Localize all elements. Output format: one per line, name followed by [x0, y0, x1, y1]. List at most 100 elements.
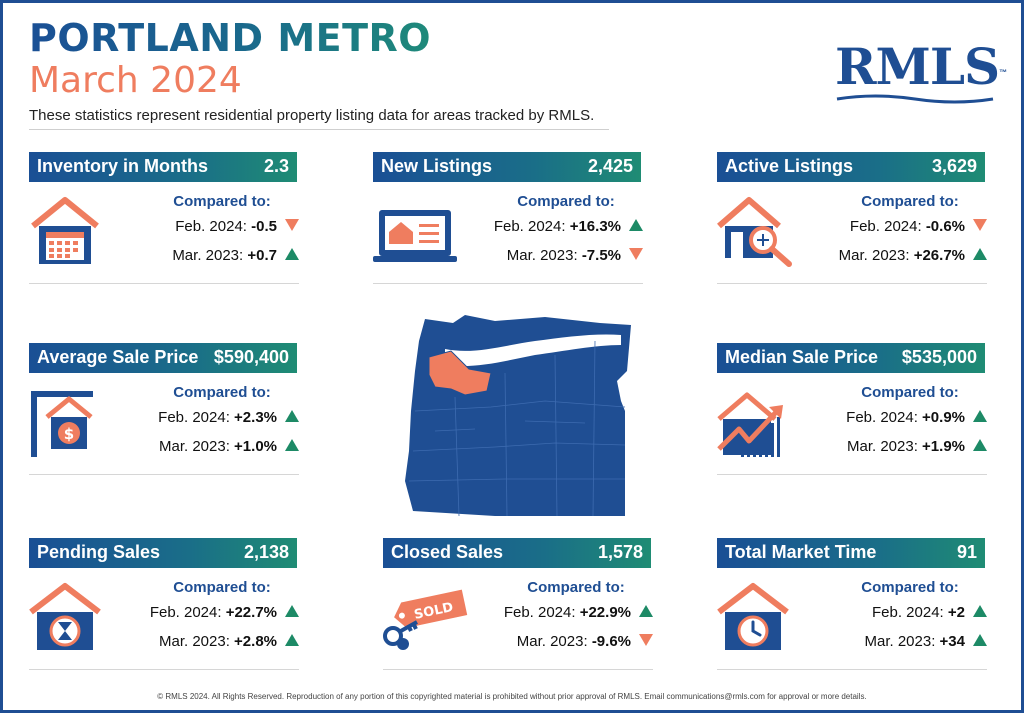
card-inventory: Inventory in Months 2.3 Compared to: Feb…	[29, 152, 299, 292]
sold-tag-keys-icon: SOLD	[383, 589, 468, 650]
feb-label: Feb. 2024:	[175, 218, 247, 235]
trend-up-icon	[285, 248, 299, 261]
card-divider	[29, 669, 299, 670]
card-value: $590,400	[213, 347, 289, 367]
card-divider	[373, 283, 643, 284]
card-average-sale-price: Average Sale Price $590,400 $ Compared t…	[29, 343, 299, 483]
copyright-footer: © RMLS 2024. All Rights Reserved. Reprod…	[157, 692, 867, 701]
trend-up-icon	[973, 634, 987, 647]
feb-label: Feb. 2024:	[149, 604, 222, 621]
trend-up-icon	[973, 605, 987, 618]
compared-title: Compared to:	[173, 193, 271, 210]
card-label: Inventory in Months	[37, 156, 208, 176]
trend-up-icon	[639, 605, 653, 618]
card-label: Average Sale Price	[37, 347, 199, 367]
mar-comparison: Mar. 2023: -9.6%	[473, 633, 653, 650]
card-divider	[29, 474, 299, 475]
mar-value: -7.5%	[581, 247, 621, 264]
feb-label: Feb. 2024:	[846, 409, 918, 426]
card-active-listings: Active Listings 3,629 Compared to: Feb. …	[717, 152, 987, 292]
trend-up-icon	[973, 410, 987, 423]
card-value: 91	[956, 542, 977, 562]
card-label: Active Listings	[725, 156, 854, 176]
feb-value: -0.5	[251, 218, 277, 235]
card-header: Total Market Time 91	[717, 538, 985, 568]
feb-comparison: Feb. 2024: +0.9%	[807, 409, 987, 426]
logo-swoosh-icon	[836, 94, 994, 104]
rmls-logo: RMLS™	[835, 39, 1007, 95]
card-pending-sales: Pending Sales 2,138 Compared to: Feb. 20…	[29, 538, 299, 678]
page-subtitle: March 2024	[29, 60, 242, 101]
mar-label: Mar. 2023:	[506, 247, 578, 264]
feb-value: +2.3%	[234, 409, 277, 426]
card-divider	[717, 283, 987, 284]
card-divider	[29, 283, 299, 284]
card-label: Median Sale Price	[725, 347, 879, 367]
mar-label: Mar. 2023:	[172, 247, 244, 264]
card-label: New Listings	[381, 156, 493, 176]
feb-comparison: Feb. 2024: +22.9%	[473, 604, 653, 621]
feb-comparison: Feb. 2024: -0.5	[119, 218, 299, 235]
mar-label: Mar. 2023:	[838, 247, 910, 264]
card-divider	[717, 474, 987, 475]
trend-up-icon	[629, 219, 643, 232]
trend-down-icon	[639, 634, 653, 647]
card-header: Median Sale Price $535,000	[717, 343, 985, 373]
card-header: Average Sale Price $590,400	[29, 343, 297, 373]
compared-title: Compared to:	[861, 384, 959, 401]
house-calendar-icon	[31, 197, 99, 264]
mar-label: Mar. 2023:	[864, 633, 936, 650]
mar-label: Mar. 2023:	[846, 438, 918, 455]
compared-title: Compared to:	[861, 193, 959, 210]
compared-title: Compared to:	[173, 579, 271, 596]
mar-comparison: Mar. 2023: +26.7%	[807, 247, 987, 264]
feb-comparison: Feb. 2024: +16.3%	[463, 218, 643, 235]
mar-comparison: Mar. 2023: +2.8%	[119, 633, 299, 650]
feb-value: -0.6%	[925, 218, 965, 235]
house-clock-icon	[717, 583, 789, 650]
mar-label: Mar. 2023:	[158, 438, 230, 455]
mar-value: +0.7	[247, 247, 277, 264]
card-divider	[383, 669, 653, 670]
card-total-market-time: Total Market Time 91 Compared to: Feb. 2…	[717, 538, 987, 678]
trend-down-icon	[973, 219, 987, 232]
card-value: 2,425	[587, 156, 633, 176]
mar-value: -9.6%	[591, 633, 631, 650]
card-label: Closed Sales	[391, 542, 504, 562]
feb-comparison: Feb. 2024: +2.3%	[119, 409, 299, 426]
card-header: Active Listings 3,629	[717, 152, 985, 182]
feb-value: +22.7%	[225, 604, 277, 621]
feb-value: +16.3%	[569, 218, 621, 235]
feb-label: Feb. 2024:	[158, 409, 230, 426]
card-label: Pending Sales	[37, 542, 161, 562]
card-value: $535,000	[901, 347, 977, 367]
logo-text: RMLS	[835, 37, 1000, 96]
mar-comparison: Mar. 2023: +1.9%	[807, 438, 987, 455]
feb-label: Feb. 2024:	[503, 604, 576, 621]
oregon-map-icon	[405, 315, 631, 517]
mar-value: +34	[939, 633, 965, 650]
trend-up-icon	[973, 439, 987, 452]
house-growth-chart-icon	[717, 392, 783, 457]
card-header: Inventory in Months 2.3	[29, 152, 297, 182]
feb-value: +0.9%	[922, 409, 965, 426]
card-closed-sales: Closed Sales 1,578 SOLD Compared to: Feb…	[383, 538, 653, 678]
trend-up-icon	[285, 439, 299, 452]
card-value: 1,578	[597, 542, 643, 562]
mar-comparison: Mar. 2023: +0.7	[119, 247, 299, 264]
card-label: Total Market Time	[725, 542, 877, 562]
mar-value: +2.8%	[234, 633, 277, 650]
mar-value: +1.9%	[922, 438, 965, 455]
card-header: Closed Sales 1,578	[383, 538, 651, 568]
trend-up-icon	[285, 410, 299, 423]
feb-label: Feb. 2024:	[849, 218, 922, 235]
card-value: 2,138	[243, 542, 289, 562]
mar-comparison: Mar. 2023: +34	[807, 633, 987, 650]
feb-label: Feb. 2024:	[493, 218, 566, 235]
card-new-listings: New Listings 2,425 Compared to: Feb. 202…	[373, 152, 643, 292]
trend-up-icon	[285, 634, 299, 647]
mar-value: +1.0%	[234, 438, 277, 455]
mar-comparison: Mar. 2023: -7.5%	[463, 247, 643, 264]
page-title: PORTLAND METRO	[29, 16, 432, 60]
compared-title: Compared to:	[517, 193, 615, 210]
